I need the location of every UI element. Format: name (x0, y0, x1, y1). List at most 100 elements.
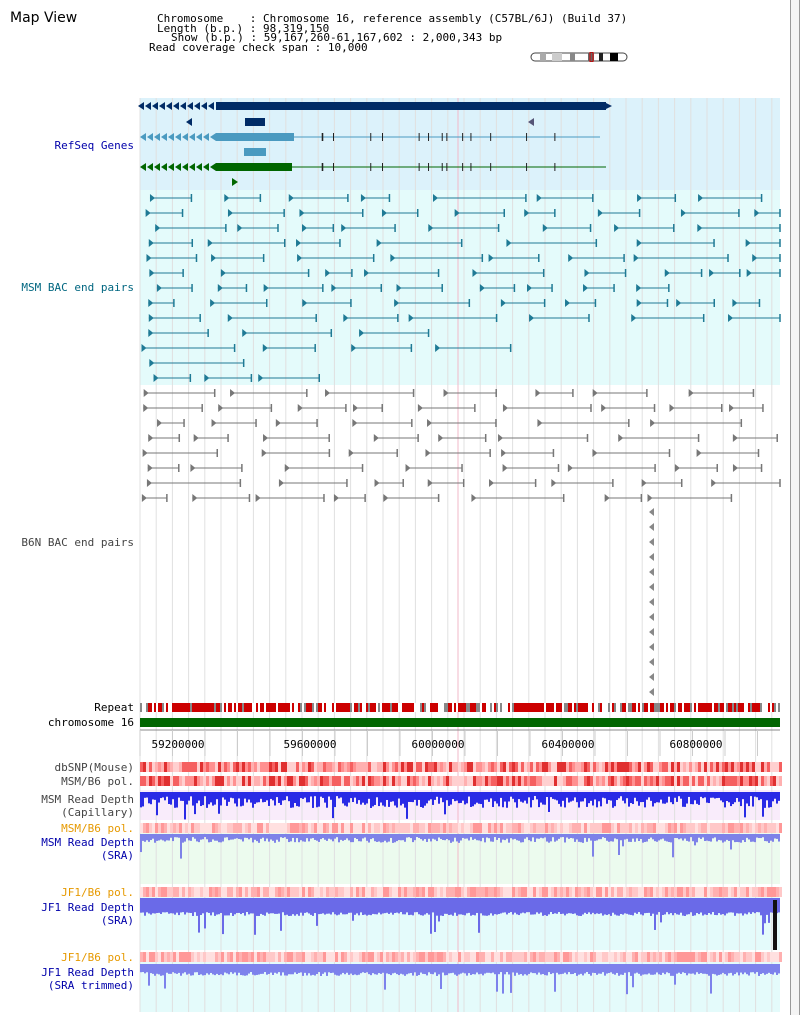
scrollbar[interactable] (790, 0, 800, 1015)
dbsnp-cell (530, 762, 533, 772)
jf1-sra-depth-bar (196, 898, 198, 916)
jf1-sra-depth-bar (562, 898, 564, 914)
jf1-sra-depth-bar (468, 898, 470, 913)
repeat-cell (580, 703, 582, 712)
msm-b6-pol-cell (353, 776, 356, 786)
track-label-jf1-depth-sra-1[interactable]: JF1 Read Depth (41, 901, 134, 914)
msm-sra-depth-bar (292, 834, 294, 838)
jf1-sra-depth-bar (566, 898, 568, 914)
jf1-trim-depth-bar (326, 964, 328, 976)
msm-sra-depth-bar (194, 834, 196, 839)
jf1-trim-depth-bar (152, 964, 154, 974)
msm-b6-pol-cell (770, 776, 773, 786)
msm-b6-pol-cell (521, 823, 524, 833)
repeat-cell (664, 703, 666, 712)
repeat-cell (254, 703, 256, 712)
jf1-sra-depth-bar (150, 898, 152, 915)
track-label-msm-depth-sra-1[interactable]: MSM Read Depth (41, 836, 134, 849)
track-label-jf1-depth-trim-1[interactable]: JF1 Read Depth (41, 966, 134, 979)
msm-cap-depth-bar (670, 792, 672, 803)
jf1-sra-depth-bar (374, 898, 376, 915)
msm-cap-depth-bar (638, 792, 640, 806)
jf1-sra-depth-bar (648, 898, 650, 913)
msm-b6-pol-cell (359, 776, 362, 786)
dbsnp-cell (434, 762, 437, 772)
msm-b6-pol-cell (560, 823, 563, 833)
jf1-trim-depth-bar (764, 964, 766, 975)
msm-bac-end (754, 209, 760, 217)
jf1-b6-pol-cell (386, 952, 389, 962)
jf1-trim-depth-bar (626, 964, 628, 995)
track-label-jf1-b6-pol-2[interactable]: JF1/B6 pol. (61, 951, 134, 964)
track-label-dbsnp[interactable]: dbSNP(Mouse) (54, 761, 134, 774)
b6n-bac-end (157, 419, 163, 427)
b6n-bac-end (489, 479, 495, 487)
msm-bac-end (381, 209, 387, 217)
track-label-b6n-bac[interactable]: B6N BAC end pairs (21, 536, 134, 549)
msm-b6-pol-cell (269, 823, 272, 833)
jf1-sra-depth-bar (478, 898, 480, 933)
jf1-sra-depth-bar (678, 898, 680, 915)
track-label-msm-b6-pol-2[interactable]: MSM/B6 pol. (61, 822, 134, 835)
repeat-cell (548, 703, 550, 712)
jf1-trim-depth-bar (678, 964, 680, 973)
msm-sra-depth-bar (442, 834, 444, 841)
repeat-cell (386, 703, 388, 712)
msm-sra-depth-bar (616, 834, 618, 840)
repeat-cell (656, 703, 658, 712)
msm-sra-depth-bar (750, 834, 752, 842)
track-label-msm-bac[interactable]: MSM BAC end pairs (21, 281, 134, 294)
jf1-b6-pol-cell (296, 952, 299, 962)
track-label-jf1-b6-pol-1[interactable]: JF1/B6 pol. (61, 886, 134, 899)
dbsnp-cell (179, 762, 182, 772)
msm-cap-depth-bar (248, 792, 250, 800)
b6n-bac-end (711, 479, 717, 487)
track-label-chromosome[interactable]: chromosome 16 (47, 716, 134, 729)
track-label-msm-depth-cap-1[interactable]: MSM Read Depth (41, 793, 134, 806)
track-label-msm-b6-pol-1[interactable]: MSM/B6 pol. (61, 775, 134, 788)
jf1-sra-depth-bar (746, 898, 748, 915)
msm-b6-pol-cell (398, 776, 401, 786)
jf1-trim-depth-bar (538, 964, 540, 973)
msm-b6-pol-cell (179, 823, 182, 833)
jf1-b6-pol-cell (482, 952, 485, 962)
jf1-trim-depth-bar (614, 964, 616, 975)
jf1-b6-pol-cell (500, 887, 503, 897)
track-label-repeat[interactable]: Repeat (94, 701, 134, 714)
msm-bac-end (210, 299, 216, 307)
chromosome-ideogram[interactable] (530, 52, 628, 62)
track-label-refseq[interactable]: RefSeq Genes (54, 139, 134, 152)
msm-cap-depth-bar (760, 792, 762, 800)
msm-cap-depth-bar (242, 792, 244, 806)
msm-sra-depth-bar (300, 834, 302, 841)
msm-sra-depth-bar (666, 834, 668, 842)
jf1-b6-pol-cell (233, 952, 236, 962)
b6n-bac-end (333, 494, 339, 502)
dbsnp-cell (353, 762, 356, 772)
gene-arrow (196, 133, 202, 141)
b6n-bac-end (284, 464, 290, 472)
jf1-sra-depth-bar (248, 898, 250, 915)
msm-b6-pol-cell (320, 776, 323, 786)
jf1-b6-pol-cell (647, 952, 650, 962)
msm-cap-depth-bar (582, 792, 584, 802)
repeat-cell (502, 703, 504, 712)
jf1-trim-depth-bar (530, 964, 532, 973)
msm-cap-depth-bar (322, 792, 324, 798)
msm-bac-end (637, 194, 643, 202)
msm-b6-pol-cell (479, 776, 482, 786)
jf1-sra-depth-bar (762, 898, 764, 935)
msm-b6-pol-cell (287, 776, 290, 786)
dbsnp-cell (158, 762, 161, 772)
jf1-trim-depth-bar (236, 964, 238, 976)
jf1-b6-pol-cell (251, 887, 254, 897)
jf1-sra-depth-bar (158, 898, 160, 913)
msm-sra-depth-bar (520, 834, 522, 843)
msm-b6-pol-cell (497, 823, 500, 833)
jf1-trim-depth-bar (248, 964, 250, 974)
msm-bac-end (636, 284, 642, 292)
msm-b6-pol-cell (473, 823, 476, 833)
msm-sra-depth-bar (232, 834, 234, 840)
jf1-trim-depth-bar (620, 964, 622, 975)
